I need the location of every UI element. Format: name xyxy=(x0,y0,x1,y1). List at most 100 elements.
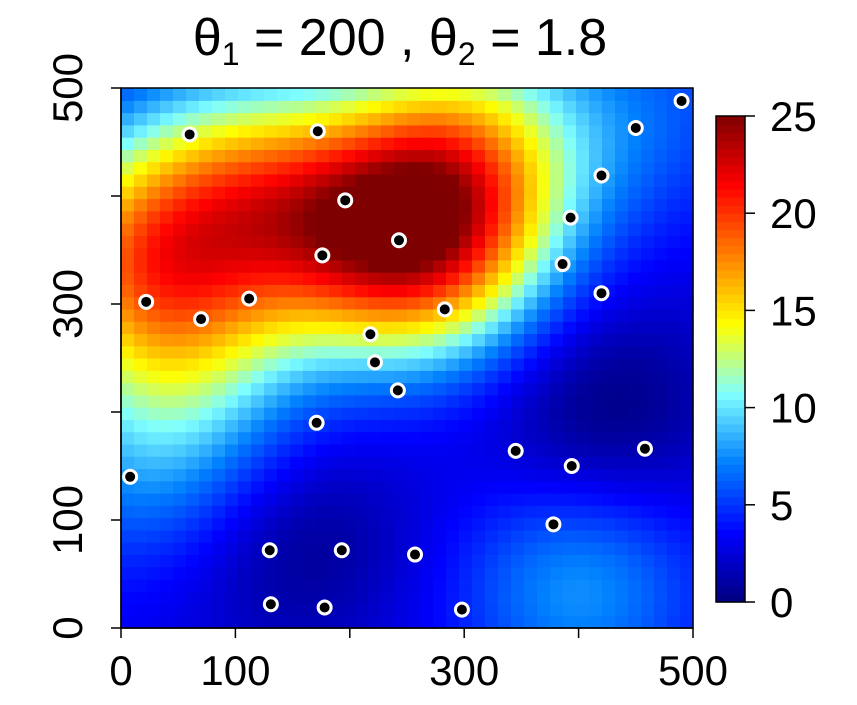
colorbar-segment xyxy=(716,480,745,490)
heatmap-cell xyxy=(329,443,343,457)
heatmap-cell xyxy=(134,382,148,396)
heatmap-cell xyxy=(290,308,304,322)
y-tick-label: 500 xyxy=(44,53,91,123)
heatmap-cell xyxy=(199,394,213,408)
heatmap-cell xyxy=(576,210,590,224)
heatmap-cell xyxy=(511,505,525,519)
heatmap-cell xyxy=(667,603,681,617)
heatmap-cell xyxy=(134,591,148,605)
heatmap-cell xyxy=(446,223,460,236)
heatmap-cell xyxy=(420,468,434,482)
heatmap-cell xyxy=(212,137,226,150)
heatmap-cell xyxy=(472,419,486,433)
heatmap-cell xyxy=(277,456,291,470)
heatmap-cell xyxy=(199,186,213,200)
heatmap-cell xyxy=(251,198,265,212)
heatmap-cell xyxy=(199,382,213,396)
heatmap-cell xyxy=(550,124,564,138)
heatmap-cell xyxy=(641,468,655,482)
heatmap-cell xyxy=(186,517,200,531)
heatmap-cell xyxy=(628,308,642,322)
heatmap-cell xyxy=(290,382,304,396)
heatmap-cell xyxy=(407,235,421,249)
heatmap-cell xyxy=(394,100,408,114)
heatmap-cell xyxy=(225,370,239,384)
observation-point xyxy=(389,382,406,399)
heatmap-cell xyxy=(563,88,577,101)
heatmap-cell xyxy=(277,333,291,347)
heatmap-cell xyxy=(212,308,226,322)
heatmap-cell xyxy=(602,554,616,568)
heatmap-cell xyxy=(420,333,434,347)
heatmap-cell xyxy=(381,517,395,531)
heatmap-cell xyxy=(264,578,278,592)
heatmap-cell xyxy=(225,223,239,236)
heatmap-cell xyxy=(459,124,473,138)
heatmap-cell xyxy=(589,210,603,224)
heatmap-cell xyxy=(420,124,434,138)
heatmap-cell xyxy=(407,223,421,236)
heatmap-cell xyxy=(407,124,421,138)
heatmap-cell xyxy=(238,247,252,261)
heatmap-cell xyxy=(342,358,356,371)
heatmap-cell xyxy=(576,296,590,310)
heatmap-cell xyxy=(342,443,356,457)
heatmap-cell xyxy=(290,272,304,285)
heatmap-cell xyxy=(433,615,447,629)
heatmap-cell xyxy=(680,259,694,273)
heatmap-cell xyxy=(407,493,421,506)
heatmap-cell xyxy=(394,272,408,285)
heatmap-cell xyxy=(394,137,408,150)
heatmap-cell xyxy=(563,566,577,580)
colorbar-segment xyxy=(716,423,745,433)
heatmap-cell xyxy=(563,137,577,150)
heatmap-cell xyxy=(342,284,356,298)
heatmap-cell xyxy=(524,578,538,592)
heatmap-cell xyxy=(329,529,343,543)
heatmap-cell xyxy=(654,137,668,150)
heatmap-cell xyxy=(199,173,213,187)
heatmap-cell xyxy=(303,247,317,261)
heatmap-cell xyxy=(407,161,421,175)
heatmap-cell xyxy=(303,235,317,249)
heatmap-cell xyxy=(628,419,642,433)
heatmap-cell xyxy=(316,137,330,150)
heatmap-cell xyxy=(641,296,655,310)
heatmap-cell xyxy=(251,124,265,138)
colorbar-segment xyxy=(716,537,745,546)
heatmap-cell xyxy=(277,542,291,555)
heatmap-cell xyxy=(498,603,512,617)
heatmap-cell xyxy=(381,578,395,592)
heatmap-cell xyxy=(368,370,382,384)
heatmap-cell xyxy=(485,296,499,310)
heatmap-cell xyxy=(160,554,174,568)
heatmap-cell xyxy=(121,100,135,114)
heatmap-cell xyxy=(277,578,291,592)
heatmap-cell xyxy=(225,542,239,555)
heatmap-cell xyxy=(433,321,447,335)
heatmap-cell xyxy=(355,259,369,273)
heatmap-cell xyxy=(576,468,590,482)
heatmap-cell xyxy=(459,173,473,187)
heatmap-cell xyxy=(368,603,382,617)
heatmap-cell xyxy=(173,173,187,187)
heatmap-cell xyxy=(303,615,317,629)
heatmap-cell xyxy=(524,223,538,236)
heatmap-cell xyxy=(355,161,369,175)
heatmap-cell xyxy=(550,407,564,420)
heatmap-cell xyxy=(537,591,551,605)
heatmap-cell xyxy=(264,615,278,629)
heatmap-cell xyxy=(602,468,616,482)
heatmap-cell xyxy=(160,173,174,187)
heatmap-cell xyxy=(420,149,434,163)
heatmap-cell xyxy=(563,370,577,384)
heatmap-cell xyxy=(238,112,252,126)
heatmap-cell xyxy=(407,186,421,200)
heatmap-cell xyxy=(537,370,551,384)
heatmap-cell xyxy=(381,284,395,298)
heatmap-cell xyxy=(225,235,239,249)
heatmap-cell xyxy=(615,223,629,236)
heatmap-cell xyxy=(485,223,499,236)
heatmap-cell xyxy=(212,173,226,187)
heatmap-cell xyxy=(342,173,356,187)
